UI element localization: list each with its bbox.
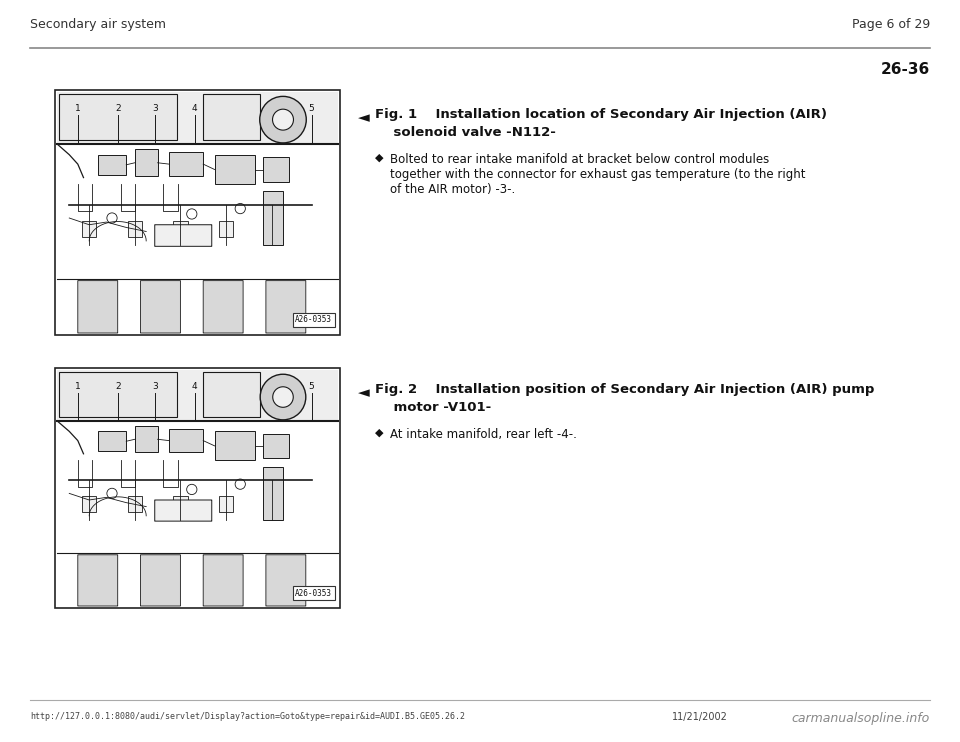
FancyBboxPatch shape [78,555,118,606]
Text: ◆: ◆ [375,428,383,438]
Text: ◄: ◄ [358,110,370,125]
Circle shape [186,485,197,495]
FancyBboxPatch shape [266,280,306,333]
FancyBboxPatch shape [204,94,260,140]
Circle shape [273,387,293,407]
Text: 3: 3 [152,382,157,391]
Bar [215,431,254,460]
Circle shape [186,209,197,219]
Text: solenoid valve -N112-: solenoid valve -N112- [375,126,556,139]
Circle shape [260,96,306,143]
Text: ◄: ◄ [358,385,370,400]
FancyBboxPatch shape [78,280,118,333]
Bar [82,496,96,512]
Bar [128,220,142,237]
Circle shape [235,479,246,489]
Bar [264,220,278,237]
Text: Fig. 2: Fig. 2 [375,383,418,396]
Text: Secondary air system: Secondary air system [30,18,166,31]
Bar [219,496,233,512]
Bar [98,431,127,451]
Bar [173,220,187,237]
Text: together with the connector for exhaust gas temperature (to the right: together with the connector for exhaust … [390,168,805,181]
Bar [263,467,283,520]
Text: Bolted to rear intake manifold at bracket below control modules: Bolted to rear intake manifold at bracke… [390,153,769,166]
Text: A26-0353: A26-0353 [296,588,332,597]
Text: 5: 5 [308,105,314,114]
FancyBboxPatch shape [155,500,212,521]
FancyBboxPatch shape [59,94,177,140]
Text: Installation position of Secondary Air Injection (AIR) pump: Installation position of Secondary Air I… [417,383,875,396]
Bar [134,149,157,177]
Bar [57,92,338,144]
Text: http://127.0.0.1:8080/audi/servlet/Display?action=Goto&type=repair&id=AUDI.B5.GE: http://127.0.0.1:8080/audi/servlet/Displ… [30,712,465,721]
Bar [173,496,187,512]
Text: motor -V101-: motor -V101- [375,401,492,414]
Bar [169,152,204,177]
FancyBboxPatch shape [140,280,180,333]
Circle shape [260,374,306,420]
Bar [134,426,157,453]
Bar [169,429,204,453]
FancyBboxPatch shape [204,280,243,333]
Text: carmanualsopline.info: carmanualsopline.info [792,712,930,725]
Text: 1: 1 [75,105,81,114]
FancyBboxPatch shape [204,555,243,606]
Text: 26-36: 26-36 [880,62,930,77]
FancyBboxPatch shape [59,372,177,417]
Bar [55,90,340,335]
Circle shape [235,203,246,214]
Text: 3: 3 [152,105,157,114]
Text: 4: 4 [192,105,198,114]
Text: 4: 4 [192,382,198,391]
Bar [264,496,278,512]
Circle shape [107,213,117,223]
Bar [98,154,127,175]
FancyBboxPatch shape [266,555,306,606]
FancyBboxPatch shape [204,372,260,417]
Text: ◆: ◆ [375,153,383,163]
Text: At intake manifold, rear left -4-.: At intake manifold, rear left -4-. [390,428,577,441]
Bar [219,220,233,237]
Text: Fig. 1: Fig. 1 [375,108,418,121]
Text: Installation location of Secondary Air Injection (AIR): Installation location of Secondary Air I… [417,108,827,121]
Text: 1: 1 [75,382,81,391]
Circle shape [107,488,117,499]
Bar [82,220,96,237]
Text: 2: 2 [115,382,121,391]
Bar [263,191,283,245]
Bar [55,368,340,608]
Text: 11/21/2002: 11/21/2002 [672,712,728,722]
Text: Page 6 of 29: Page 6 of 29 [852,18,930,31]
Bar [57,370,338,421]
FancyBboxPatch shape [140,555,180,606]
Bar [215,154,254,184]
Text: 5: 5 [308,382,314,391]
Bar [128,496,142,512]
FancyBboxPatch shape [155,225,212,246]
Text: 2: 2 [115,105,121,114]
Circle shape [273,109,294,130]
Bar [263,157,289,182]
Text: of the AIR motor) -3-.: of the AIR motor) -3-. [390,183,516,196]
Text: A26-0353: A26-0353 [296,315,332,324]
Bar [263,434,289,458]
